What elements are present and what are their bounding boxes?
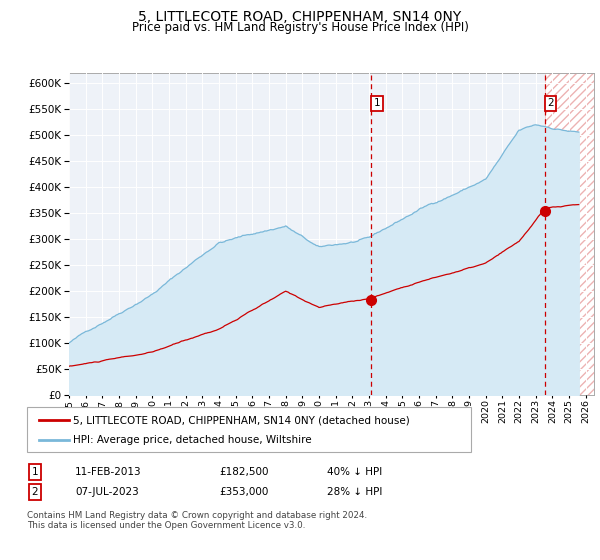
Text: 28% ↓ HPI: 28% ↓ HPI (327, 487, 382, 497)
Text: £182,500: £182,500 (219, 467, 269, 477)
Text: 40% ↓ HPI: 40% ↓ HPI (327, 467, 382, 477)
Text: Price paid vs. HM Land Registry's House Price Index (HPI): Price paid vs. HM Land Registry's House … (131, 21, 469, 34)
Text: HPI: Average price, detached house, Wiltshire: HPI: Average price, detached house, Wilt… (73, 435, 312, 445)
Text: 1: 1 (31, 467, 38, 477)
Text: 2: 2 (31, 487, 38, 497)
Text: Contains HM Land Registry data © Crown copyright and database right 2024.
This d: Contains HM Land Registry data © Crown c… (27, 511, 367, 530)
Text: 2: 2 (547, 99, 554, 109)
Text: 07-JUL-2023: 07-JUL-2023 (75, 487, 139, 497)
Text: £353,000: £353,000 (219, 487, 268, 497)
Text: 5, LITTLECOTE ROAD, CHIPPENHAM, SN14 0NY: 5, LITTLECOTE ROAD, CHIPPENHAM, SN14 0NY (139, 10, 461, 24)
Text: 1: 1 (373, 99, 380, 109)
Text: 5, LITTLECOTE ROAD, CHIPPENHAM, SN14 0NY (detached house): 5, LITTLECOTE ROAD, CHIPPENHAM, SN14 0NY… (73, 416, 410, 426)
Text: 11-FEB-2013: 11-FEB-2013 (75, 467, 142, 477)
